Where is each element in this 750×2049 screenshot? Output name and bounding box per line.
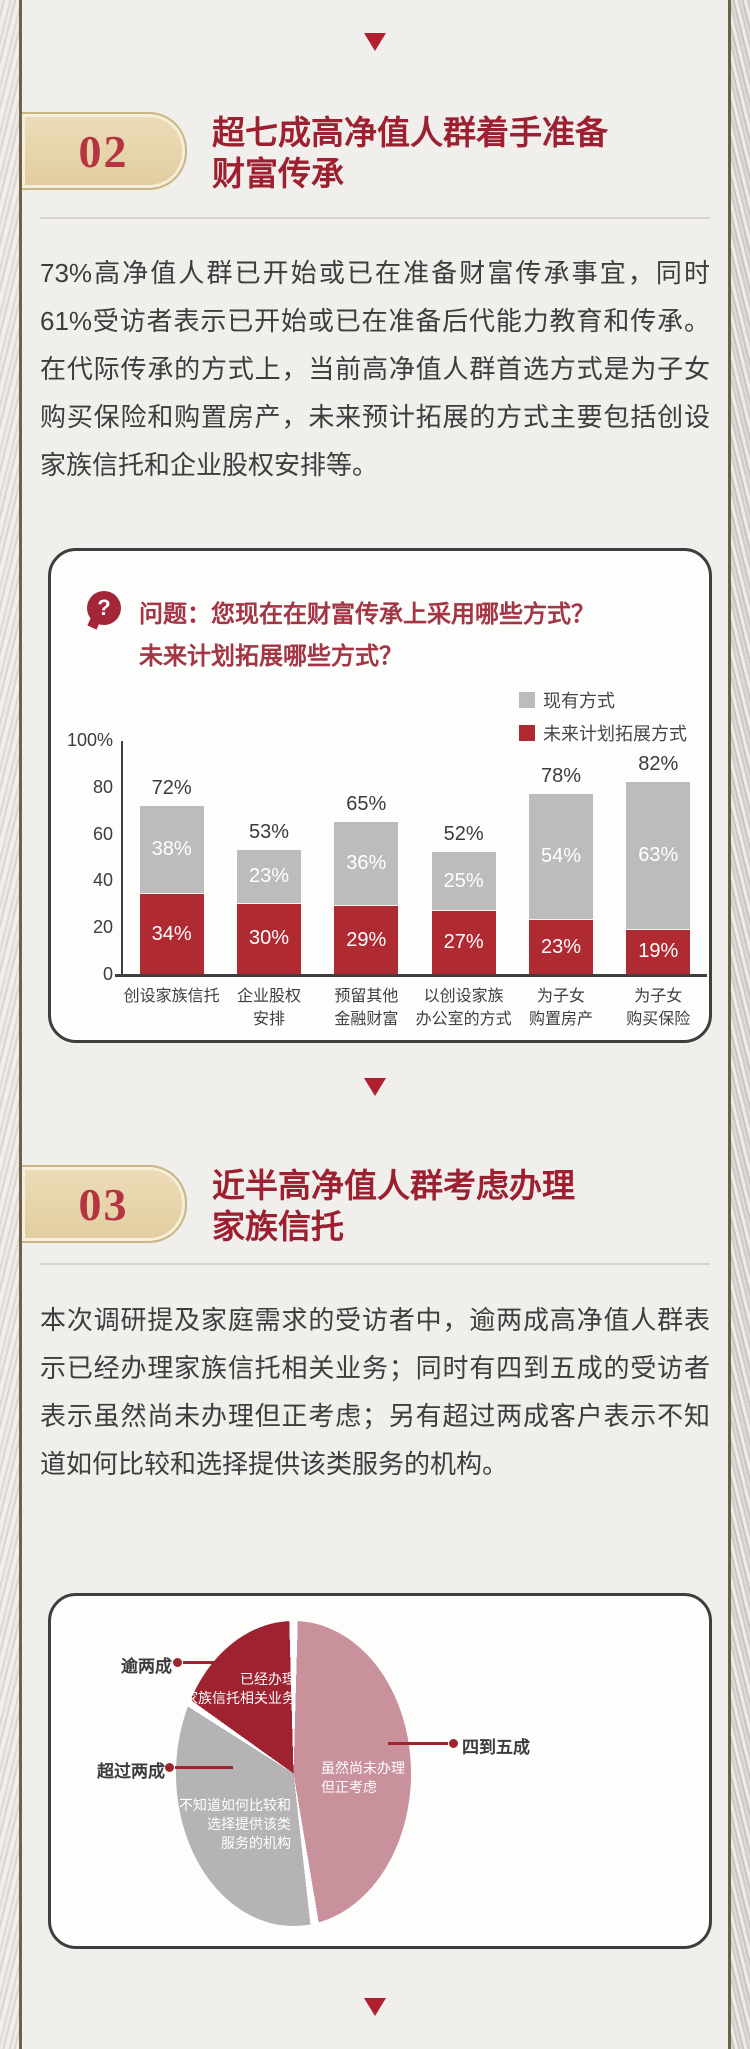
bar-segment-future: 23% <box>528 920 593 974</box>
y-axis-tick: 20 <box>92 917 113 938</box>
title-line: 家族信托 <box>212 1210 344 1246</box>
y-axis-line <box>121 741 123 975</box>
bar-category-label: 企业股权 安排 <box>236 988 301 1028</box>
pie-callout-40-50pct: 四到五成 <box>462 1738 530 1757</box>
bar-total-label: 78% <box>540 764 581 787</box>
bar-columns: 72% 38% 34% 53% 23% 30% 65% 36% 29% 52% 25% 27% 78% 5… <box>123 740 707 974</box>
pie-label-line: 已经办理 <box>240 1671 296 1687</box>
legend-label: 现有方式 <box>543 691 615 711</box>
question-text-line2: 未来计划拓展哪些方式？ <box>139 643 403 670</box>
legend-item-existing: 现有方式 <box>519 687 687 713</box>
bar-stack: 36% 29% <box>334 821 399 974</box>
section-02-paragraph: 73%高净值人群已开始或已在准备财富传承事宜，同时61%受访者表示已开始或已在准… <box>40 258 710 480</box>
pie-label-line: 选择提供该类 <box>207 1816 291 1832</box>
bar-categories: 创设家族信托 企业股权 安排 预留其他 金融财富 以创设家族 办公室的方式 为子女 购置房产 为子… <box>123 985 707 1031</box>
bar-column: 72% 38% 34% <box>123 740 220 974</box>
section-03-number-badge: 03 <box>22 1165 187 1243</box>
bar-segment-future: 27% <box>431 910 496 974</box>
section-03-paragraph: 本次调研提及家庭需求的受访者中，逾两成高净值人群表示已经办理家族信托相关业务；同… <box>40 1305 710 1479</box>
section-number: 03 <box>78 1178 129 1230</box>
section-02-number-badge: 02 <box>22 112 187 190</box>
bar-total-label: 65% <box>346 792 387 815</box>
bar-total-label: 53% <box>248 821 289 843</box>
legend-item-future: 未来计划拓展方式 <box>519 720 687 746</box>
pie-label-line: 不知道如何比较和 <box>179 1797 291 1813</box>
bar-total-label: 52% <box>443 823 484 846</box>
divider-line <box>40 1263 710 1265</box>
bar-segment-existing: 54% <box>528 793 593 921</box>
down-arrow-icon <box>364 33 386 51</box>
bar-column: 53% 23% 30% <box>220 740 317 974</box>
bar-stack: 38% 34% <box>139 805 204 974</box>
title-line: 超七成高净值人群着手准备 <box>212 116 608 152</box>
callout-leader-line <box>183 1661 238 1664</box>
bar-total-label: 72% <box>151 776 192 799</box>
bar-category-label: 预留其他 金融财富 <box>334 988 399 1028</box>
bar-column: 52% 25% 27% <box>415 740 512 974</box>
bar-category-label: 以创设家族 办公室的方式 <box>415 988 512 1028</box>
callout-dot-icon <box>173 1658 182 1667</box>
bar-segment-existing: 23% <box>236 850 301 904</box>
y-axis-tick: 60 <box>92 823 113 844</box>
bar-segment-future: 19% <box>626 929 691 974</box>
y-axis-tick: 40 <box>92 870 113 891</box>
bar-segment-existing: 36% <box>334 821 399 907</box>
section-03-title: 近半高净值人群考虑办理 家族信托 <box>212 1167 712 1249</box>
bar-stack: 63% 19% <box>626 782 691 974</box>
section-number: 02 <box>78 125 129 177</box>
pie-label-line: 虽然尚未办理 <box>321 1760 405 1776</box>
bar-segment-future: 34% <box>139 894 204 974</box>
y-axis-tick: 80 <box>92 776 113 797</box>
section-02-title: 超七成高净值人群着手准备 财富传承 <box>212 114 712 196</box>
bar-column: 65% 36% 29% <box>318 740 415 974</box>
bar-category-label: 为子女 购置房产 <box>528 988 593 1028</box>
left-paper-texture-border <box>0 0 22 2049</box>
y-axis-tick: 100% <box>66 730 113 750</box>
callout-leader-line <box>175 1766 233 1769</box>
x-axis-line <box>115 974 707 977</box>
legend-swatch-future <box>519 725 535 741</box>
pie-slice-label-unknown: 不知道如何比较和 选择提供该类 服务的机构 <box>159 1796 291 1853</box>
bar-category-label: 创设家族信托 <box>123 988 220 1005</box>
down-arrow-icon <box>364 1078 386 1096</box>
bar-total-label: 82% <box>638 753 679 776</box>
title-line: 财富传承 <box>212 157 344 193</box>
bar-segment-future: 29% <box>334 906 399 974</box>
bar-segment-existing: 25% <box>431 852 496 911</box>
callout-dot-icon <box>165 1763 174 1772</box>
pie-chart <box>176 1621 411 1926</box>
question-text-line1: 问题：您现在在财富传承上采用哪些方式？ <box>139 601 595 628</box>
bar-stack: 54% 23% <box>528 793 593 974</box>
pie-slice-label-considering: 虽然尚未办理 但正考虑 <box>321 1759 405 1797</box>
legend-swatch-existing <box>519 692 535 708</box>
bar-stack: 23% 30% <box>236 850 301 974</box>
pie-label-line: 服务的机构 <box>221 1835 291 1851</box>
down-arrow-icon <box>364 1998 386 2016</box>
bar-chart-card: ? 问题：您现在在财富传承上采用哪些方式？ 未来计划拓展哪些方式？ 现有方式 未… <box>48 548 712 1043</box>
legend-label: 未来计划拓展方式 <box>543 724 687 744</box>
pie-label-line: 但正考虑 <box>321 1779 377 1795</box>
pie-callout-over-20pct: 逾两成 <box>121 1657 172 1676</box>
bar-column: 82% 63% 19% <box>610 740 707 974</box>
pie-label-line: 家族信托相关业务 <box>184 1690 296 1706</box>
pie-callout-more-than-20pct: 超过两成 <box>97 1762 165 1781</box>
bar-column: 78% 54% 23% <box>512 740 609 974</box>
callout-leader-line <box>388 1742 448 1745</box>
y-axis-tick: 0 <box>102 964 113 984</box>
bar-y-axis: 100% 80 60 40 20 0 <box>51 551 113 1040</box>
question-bubble-icon: ? <box>87 591 121 625</box>
bar-segment-existing: 63% <box>626 782 691 930</box>
bar-stack: 25% 27% <box>431 852 496 974</box>
pie-slice-label-done: 已经办理 家族信托相关业务 <box>166 1670 296 1708</box>
title-line: 近半高净值人群考虑办理 <box>212 1169 575 1205</box>
right-paper-texture-border <box>728 0 750 2049</box>
divider-line <box>40 217 710 219</box>
bar-category-label: 为子女 购买保险 <box>626 988 691 1028</box>
callout-dot-icon <box>449 1739 458 1748</box>
bar-segment-existing: 38% <box>139 805 204 895</box>
bar-segment-future: 30% <box>236 903 301 974</box>
bar-chart-legend: 现有方式 未来计划拓展方式 <box>519 687 687 746</box>
pie-chart-card: 已经办理 家族信托相关业务 不知道如何比较和 选择提供该类 服务的机构 虽然尚未… <box>48 1593 712 1949</box>
